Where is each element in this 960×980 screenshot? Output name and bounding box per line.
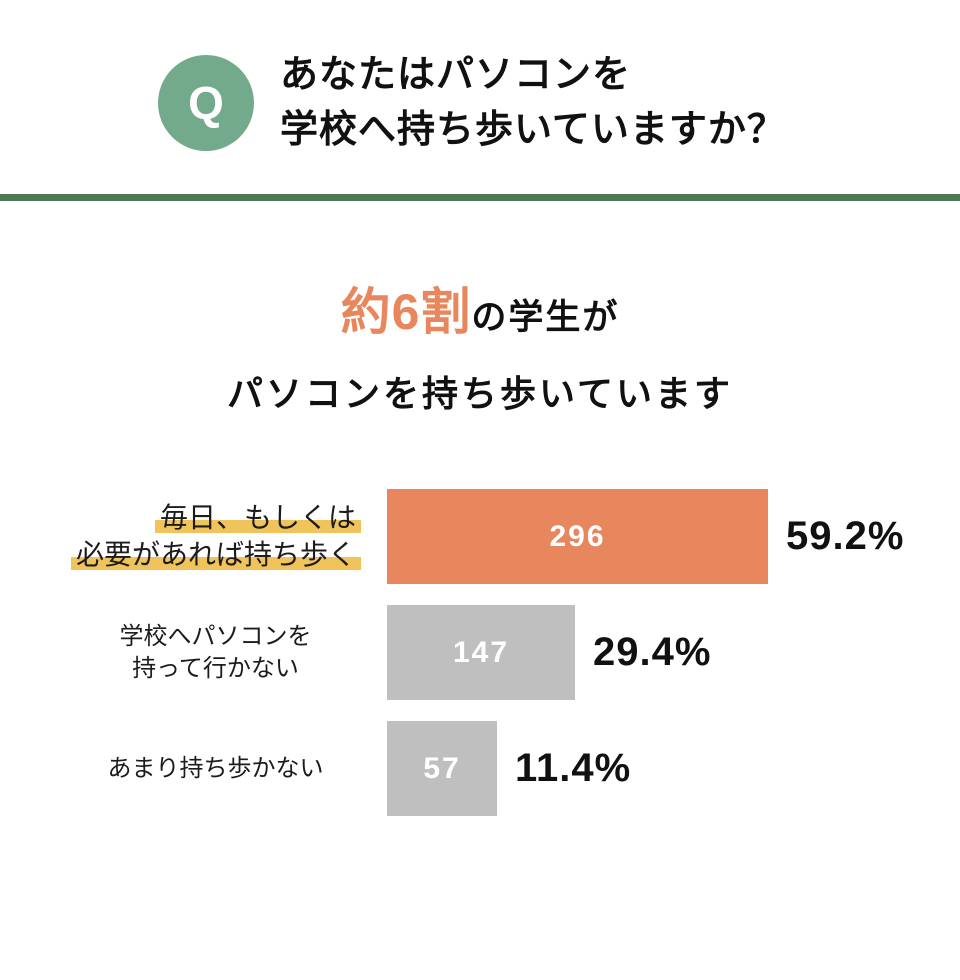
bar-label-line: 学校へパソコンを [119, 623, 312, 651]
chart-row-3: あまり持ち歩かない 57 11.4% [0, 721, 960, 816]
headline-line-2: パソコンを持ち歩いています [227, 373, 733, 414]
chart-row-2: 学校へパソコンを 持って行かない 147 29.4% [0, 605, 960, 700]
bar-percent-3: 11.4% [515, 746, 632, 790]
bar-percent-2: 29.4% [593, 630, 712, 674]
bar-label-line: 毎日、もしくは [60, 500, 361, 536]
question-text: あなたはパソコンを 学校へ持ち歩いていますか？ [280, 48, 786, 158]
bar-label-2: 学校へパソコンを 持って行かない [0, 621, 387, 683]
bar-segment-2: 147 [387, 605, 575, 700]
bar-value-2: 147 [452, 635, 510, 669]
chart-row-1: 毎日、もしくは 必要があれば持ち歩く 296 59.2% [0, 489, 960, 584]
bar-label-line: 必要があれば持ち歩く [60, 537, 361, 573]
bar-label-3: あまり持ち歩かない [0, 753, 387, 784]
bar-value-3: 57 [423, 751, 461, 785]
bar-value-1: 296 [549, 519, 606, 553]
question-line-1: あなたはパソコンを [280, 54, 632, 96]
headline: 約6割の学生が パソコンを持ち歩いています [0, 283, 960, 417]
bar-label-1: 毎日、もしくは 必要があれば持ち歩く [0, 500, 387, 573]
highlight-mark: 毎日、もしくは [154, 502, 361, 534]
headline-line-1: 約6割の学生が [0, 283, 960, 347]
headline-line1-rest: の学生が [471, 298, 620, 337]
bar-label-line: 持って行かない [132, 654, 299, 682]
bar-chart: 毎日、もしくは 必要があれば持ち歩く 296 59.2% 学校へパソコンを 持っ… [0, 489, 960, 837]
headline-emphasis: 約6割 [340, 284, 472, 340]
bar-segment-3: 57 [387, 721, 497, 816]
question-section: Q あなたはパソコンを 学校へ持ち歩いていますか？ [158, 48, 786, 158]
bar-segment-1: 296 [387, 489, 768, 584]
divider-rule [0, 194, 960, 201]
highlight-mark: 必要があれば持ち歩く [70, 538, 361, 570]
question-line-2: 学校へ持ち歩いていますか？ [280, 109, 786, 151]
question-badge: Q [158, 55, 254, 151]
bar-percent-1: 59.2% [786, 514, 905, 558]
bar-label-line: あまり持ち歩かない [107, 754, 324, 782]
